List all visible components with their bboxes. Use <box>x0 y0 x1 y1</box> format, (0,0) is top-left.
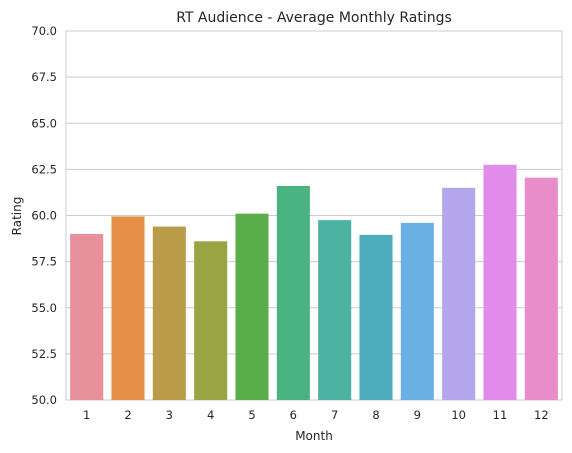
x-axis-label: Month <box>295 429 333 443</box>
bars <box>70 164 558 400</box>
bar-month-3 <box>152 226 186 400</box>
bar-month-1 <box>70 233 104 400</box>
x-tick-label: 1 <box>83 408 90 422</box>
bar-month-7 <box>318 220 352 400</box>
x-tick-label: 2 <box>124 408 131 422</box>
y-tick-label: 50.0 <box>31 393 57 407</box>
bar-month-11 <box>483 164 517 400</box>
y-tick-label: 67.5 <box>31 70 57 84</box>
bar-month-4 <box>194 241 228 400</box>
bar-month-12 <box>524 177 558 400</box>
y-axis-label: Rating <box>10 197 24 236</box>
plot-frame <box>65 30 563 401</box>
bar-month-6 <box>276 185 310 400</box>
x-tick-label: 4 <box>207 408 214 422</box>
x-tick-label: 6 <box>290 408 297 422</box>
y-tick-label: 55.0 <box>31 301 57 315</box>
x-tick-label: 9 <box>414 408 421 422</box>
x-tick-label: 8 <box>372 408 379 422</box>
bar-month-8 <box>359 234 393 400</box>
bar-month-5 <box>235 213 269 400</box>
x-tick-label: 11 <box>493 408 508 422</box>
y-tick-label: 52.5 <box>31 347 57 361</box>
bar-month-10 <box>442 187 476 400</box>
y-tick-label: 70.0 <box>31 24 57 38</box>
x-tick-label: 7 <box>331 408 338 422</box>
x-tick-label: 12 <box>534 408 549 422</box>
x-tick-label: 3 <box>166 408 173 422</box>
x-tick-label: 10 <box>451 408 466 422</box>
chart-title: RT Audience - Average Monthly Ratings <box>176 10 452 26</box>
bar-month-2 <box>111 216 145 400</box>
y-tick-label: 65.0 <box>31 116 57 130</box>
y-tick-label: 60.0 <box>31 209 57 223</box>
x-tick-labels: 1 2 3 4 5 6 7 8 9 10 11 12 <box>83 408 549 422</box>
y-tick-labels: 50.0 52.5 55.0 57.5 60.0 62.5 65.0 67.5 70.0 <box>31 24 57 407</box>
y-tick-label: 57.5 <box>31 255 57 269</box>
y-tick-label: 62.5 <box>31 162 57 176</box>
x-tick-label: 5 <box>248 408 255 422</box>
bar-month-9 <box>400 222 434 400</box>
